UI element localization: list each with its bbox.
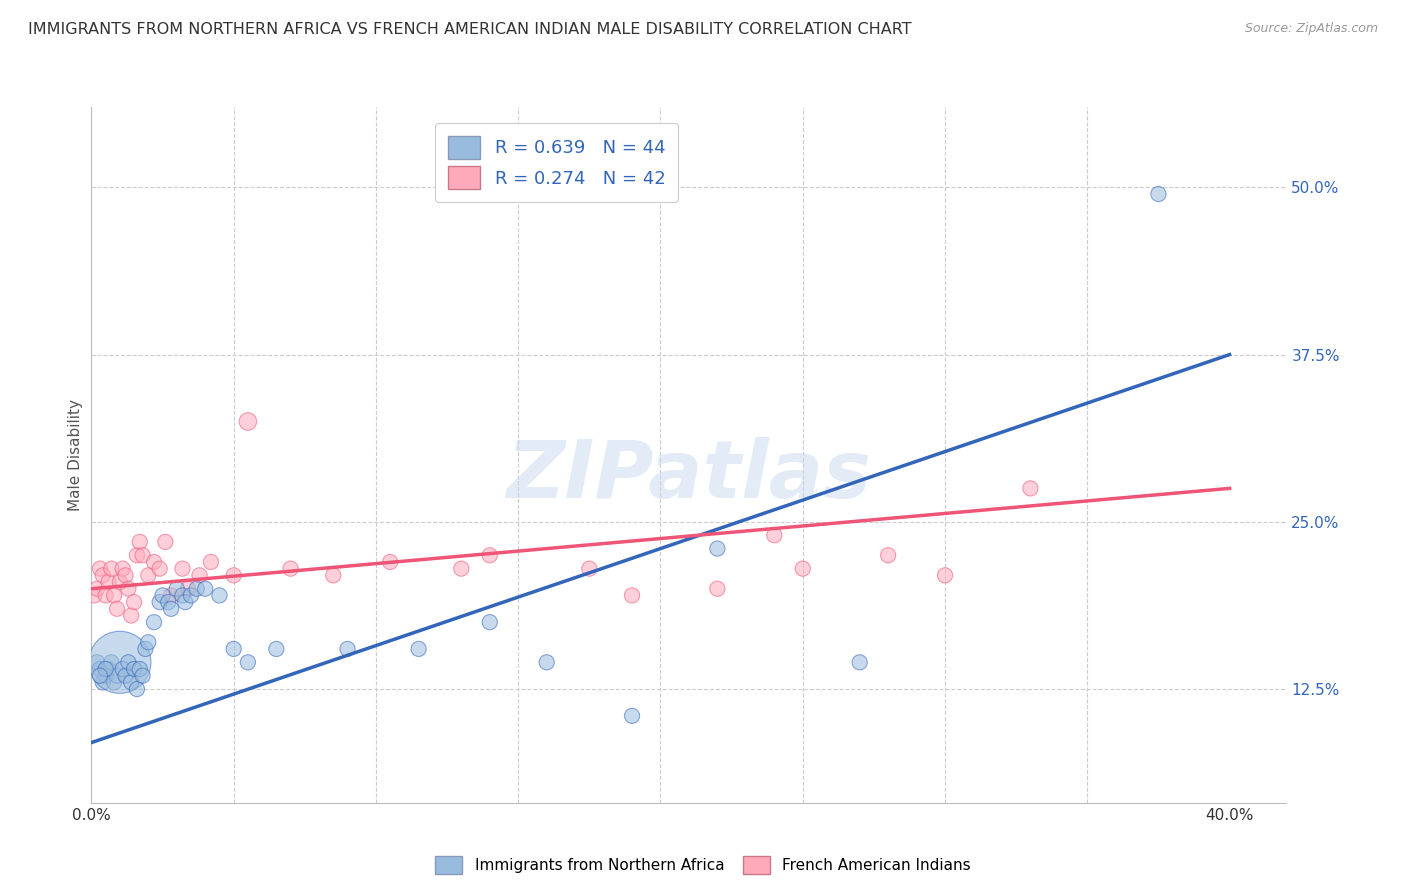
Point — [155, 535, 177, 549]
Point — [848, 655, 870, 669]
Point — [114, 568, 136, 582]
Point — [706, 582, 728, 596]
Point — [236, 414, 259, 429]
Point — [200, 555, 222, 569]
Point — [136, 635, 159, 649]
Point — [208, 589, 231, 603]
Point — [188, 568, 211, 582]
Point — [111, 662, 134, 676]
Point — [174, 595, 197, 609]
Point — [536, 655, 558, 669]
Point — [128, 535, 150, 549]
Point — [105, 669, 128, 683]
Point — [478, 615, 501, 630]
Point — [172, 589, 194, 603]
Point — [122, 662, 145, 676]
Point — [86, 655, 108, 669]
Point — [94, 669, 117, 683]
Point — [149, 562, 172, 576]
Point — [149, 595, 172, 609]
Point — [125, 681, 148, 696]
Text: IMMIGRANTS FROM NORTHERN AFRICA VS FRENCH AMERICAN INDIAN MALE DISABILITY CORREL: IMMIGRANTS FROM NORTHERN AFRICA VS FRENC… — [28, 22, 911, 37]
Point — [114, 669, 136, 683]
Point — [125, 548, 148, 563]
Point — [111, 562, 134, 576]
Point — [131, 669, 153, 683]
Point — [621, 589, 644, 603]
Point — [160, 602, 183, 616]
Point — [136, 568, 159, 582]
Point — [103, 675, 125, 690]
Point — [108, 655, 131, 669]
Point — [877, 548, 900, 563]
Point — [194, 582, 217, 596]
Y-axis label: Male Disability: Male Disability — [67, 399, 83, 511]
Point — [122, 595, 145, 609]
Point — [117, 655, 139, 669]
Point — [166, 582, 188, 596]
Point — [120, 608, 142, 623]
Point — [408, 642, 430, 657]
Point — [157, 595, 180, 609]
Point — [108, 575, 131, 590]
Point — [792, 562, 814, 576]
Point — [117, 582, 139, 596]
Point — [89, 662, 111, 676]
Point — [131, 548, 153, 563]
Point — [89, 669, 111, 683]
Point — [172, 562, 194, 576]
Point — [103, 589, 125, 603]
Point — [100, 562, 122, 576]
Point — [86, 582, 108, 596]
Point — [94, 662, 117, 676]
Point — [91, 675, 114, 690]
Point — [934, 568, 956, 582]
Point — [177, 582, 200, 596]
Legend: R = 0.639   N = 44, R = 0.274   N = 42: R = 0.639 N = 44, R = 0.274 N = 42 — [434, 123, 678, 202]
Point — [128, 662, 150, 676]
Point — [152, 589, 174, 603]
Point — [186, 582, 208, 596]
Point — [578, 562, 600, 576]
Point — [83, 589, 105, 603]
Point — [266, 642, 288, 657]
Point — [143, 555, 166, 569]
Point — [105, 602, 128, 616]
Point — [120, 675, 142, 690]
Text: Source: ZipAtlas.com: Source: ZipAtlas.com — [1244, 22, 1378, 36]
Point — [621, 708, 644, 723]
Point — [236, 655, 259, 669]
Point — [143, 615, 166, 630]
Point — [97, 662, 120, 676]
Point — [97, 575, 120, 590]
Point — [280, 562, 302, 576]
Point — [89, 562, 111, 576]
Point — [336, 642, 359, 657]
Point — [94, 589, 117, 603]
Point — [160, 589, 183, 603]
Point — [378, 555, 402, 569]
Point — [706, 541, 728, 556]
Point — [180, 589, 202, 603]
Point — [222, 642, 245, 657]
Point — [91, 568, 114, 582]
Point — [1019, 482, 1042, 496]
Point — [222, 568, 245, 582]
Point — [763, 528, 786, 542]
Point — [450, 562, 472, 576]
Point — [100, 655, 122, 669]
Text: ZIPatlas: ZIPatlas — [506, 437, 872, 515]
Point — [322, 568, 344, 582]
Point — [134, 642, 156, 657]
Legend: Immigrants from Northern Africa, French American Indians: Immigrants from Northern Africa, French … — [429, 850, 977, 880]
Point — [478, 548, 501, 563]
Point — [1147, 187, 1170, 202]
